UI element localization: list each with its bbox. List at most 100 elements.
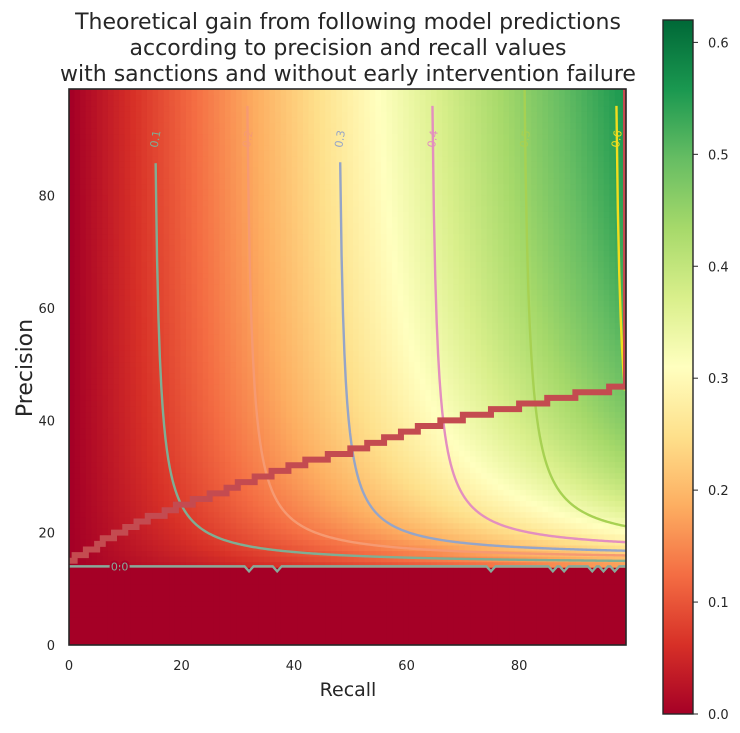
heatmap-cell	[336, 483, 343, 490]
heatmap-cell	[85, 339, 92, 346]
heatmap-cell	[241, 344, 248, 351]
heatmap-cell	[230, 550, 237, 557]
heatmap-cell	[124, 205, 131, 212]
heatmap-cell	[169, 556, 176, 563]
heatmap-cell	[286, 639, 293, 645]
heatmap-cell	[325, 606, 332, 613]
heatmap-cell	[96, 417, 104, 424]
heatmap-cell	[163, 533, 170, 540]
heatmap-cell	[130, 394, 137, 401]
heatmap-cell	[163, 528, 170, 535]
heatmap-cell	[224, 255, 232, 262]
heatmap-cell	[219, 355, 226, 363]
heatmap-cell	[85, 211, 92, 218]
heatmap-cell	[191, 411, 198, 418]
heatmap-cell	[174, 183, 181, 190]
heatmap-cell	[107, 544, 115, 552]
heatmap-cell	[197, 300, 204, 307]
heatmap-cell	[275, 489, 282, 496]
heatmap-cell	[263, 228, 271, 235]
heatmap-cell	[102, 222, 109, 229]
heatmap-cell	[169, 255, 176, 262]
heatmap-cell	[325, 539, 332, 546]
heatmap-cell	[130, 278, 137, 285]
heatmap-cell	[80, 283, 87, 290]
heatmap-cell	[269, 177, 276, 185]
heatmap-cell	[191, 400, 198, 407]
heatmap-cell	[197, 478, 204, 485]
heatmap-cell	[252, 461, 259, 468]
heatmap-cell	[197, 405, 204, 413]
heatmap-cell	[69, 172, 76, 179]
heatmap-cell	[236, 194, 243, 201]
heatmap-cell	[74, 177, 81, 185]
heatmap-cell	[163, 89, 170, 96]
heatmap-cell	[107, 611, 115, 618]
heatmap-cell	[185, 211, 193, 218]
heatmap-cell	[146, 239, 154, 246]
heatmap-cell	[213, 255, 220, 262]
heatmap-cell	[263, 394, 271, 401]
heatmap-cell	[308, 100, 315, 107]
heatmap-cell	[91, 372, 98, 379]
heatmap-cell	[252, 200, 259, 207]
heatmap-cell	[308, 155, 315, 162]
heatmap-cell	[191, 333, 198, 340]
heatmap-cell	[302, 522, 310, 529]
heatmap-cell	[80, 633, 87, 641]
heatmap-cell	[297, 389, 304, 396]
heatmap-cell	[336, 556, 343, 563]
heatmap-cell	[236, 239, 243, 246]
heatmap-cell	[197, 561, 204, 568]
heatmap-cell	[74, 200, 81, 207]
heatmap-cell	[102, 550, 109, 557]
heatmap-cell	[319, 506, 326, 513]
heatmap-cell	[230, 372, 237, 379]
heatmap-cell	[341, 606, 349, 613]
heatmap-cell	[336, 489, 343, 496]
heatmap-cell	[80, 533, 87, 540]
heatmap-cell	[247, 594, 254, 602]
heatmap-cell	[202, 116, 209, 123]
heatmap-cell	[69, 350, 76, 357]
heatmap-cell	[208, 244, 215, 251]
heatmap-cell	[275, 161, 282, 168]
heatmap-cell	[258, 316, 265, 324]
heatmap-cell	[291, 361, 298, 368]
heatmap-cell	[291, 244, 298, 251]
heatmap-cell	[213, 428, 220, 435]
heatmap-cell	[236, 278, 243, 285]
heatmap-cell	[80, 161, 87, 168]
heatmap-cell	[219, 383, 226, 390]
heatmap-cell	[174, 333, 181, 340]
heatmap-cell	[91, 455, 98, 463]
heatmap-cell	[130, 89, 137, 96]
heatmap-cell	[141, 578, 148, 585]
heatmap-cell	[213, 528, 220, 535]
heatmap-cell	[163, 139, 170, 146]
heatmap-cell	[74, 522, 81, 529]
heatmap-cell	[269, 400, 276, 407]
heatmap-cell	[319, 272, 326, 279]
heatmap-cell	[102, 155, 109, 162]
heatmap-cell	[302, 250, 310, 257]
heatmap-cell	[252, 161, 259, 168]
heatmap-cell	[152, 378, 159, 385]
heatmap-cell	[208, 328, 215, 335]
heatmap-cell	[141, 489, 148, 496]
heatmap-cell	[185, 111, 193, 118]
heatmap-cell	[191, 600, 198, 607]
heatmap-cell	[219, 422, 226, 429]
heatmap-cell	[174, 578, 181, 585]
heatmap-cell	[174, 261, 181, 268]
heatmap-cell	[119, 350, 126, 357]
heatmap-cell	[291, 177, 298, 185]
heatmap-cell	[302, 422, 310, 429]
heatmap-cell	[269, 422, 276, 429]
heatmap-cell	[319, 133, 326, 140]
heatmap-cell	[247, 483, 254, 490]
heatmap-cell	[174, 428, 181, 435]
heatmap-cell	[330, 105, 337, 112]
heatmap-cell	[85, 472, 92, 479]
heatmap-cell	[308, 261, 315, 268]
